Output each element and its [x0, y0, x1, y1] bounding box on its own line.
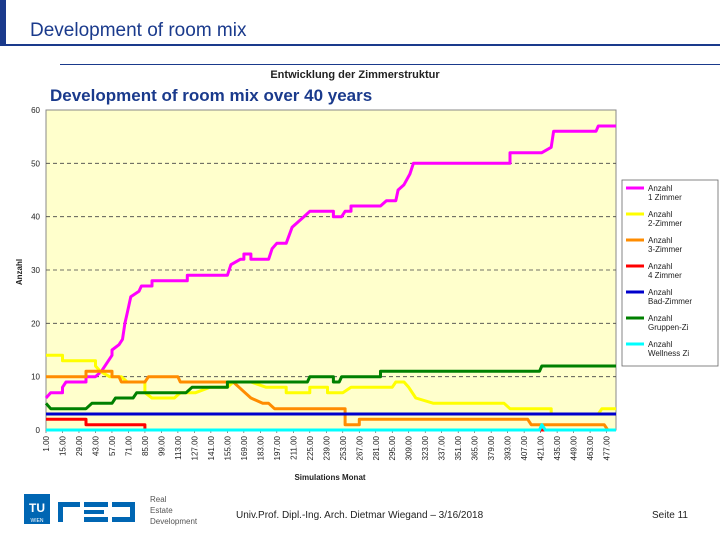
- svg-text:WIEN: WIEN: [30, 518, 43, 524]
- logo-line: Estate: [150, 506, 173, 515]
- logo-line: Real: [150, 495, 167, 504]
- legend-label: 3-Zimmer: [648, 245, 683, 254]
- x-axis-ticks: 1.00 15.00 29.00 43.00 57.00 71.00 85.00 99.00 1…: [42, 430, 612, 460]
- legend-label: Anzahl: [648, 340, 673, 349]
- footer-author: Univ.Prof. Dipl.-Ing. Arch. Dietmar Wieg…: [236, 510, 484, 521]
- x-tick-label: 463.00: [586, 435, 595, 460]
- y-axis-ticks: 0 10 20 30 40 50 60: [31, 106, 40, 435]
- x-tick-label: 113.00: [174, 435, 183, 459]
- chart-title: Entwicklung der Zimmerstruktur: [270, 69, 440, 81]
- x-tick-label: 309.00: [405, 435, 414, 460]
- x-tick-label: 197.00: [273, 435, 282, 460]
- x-tick-label: 225.00: [306, 435, 315, 460]
- x-axis-label: Simulations Monat: [294, 473, 365, 482]
- x-tick-label: 477.00: [603, 435, 612, 460]
- x-tick-label: 71.00: [124, 435, 133, 456]
- x-tick-label: 323.00: [421, 435, 430, 460]
- legend-label: Anzahl: [648, 288, 673, 297]
- legend-label: 1 Zimmer: [648, 193, 682, 202]
- x-tick-label: 267.00: [355, 435, 364, 460]
- x-tick-label: 127.00: [190, 435, 199, 460]
- legend-label: Anzahl: [648, 236, 673, 245]
- y-tick-label: 40: [31, 213, 40, 222]
- x-tick-label: 15.00: [58, 435, 67, 456]
- x-tick-label: 295.00: [388, 435, 397, 460]
- x-tick-label: 435.00: [553, 435, 562, 460]
- x-tick-label: 1.00: [42, 435, 51, 451]
- y-tick-label: 50: [31, 159, 40, 168]
- y-tick-label: 10: [31, 373, 40, 382]
- series-lines: [44, 124, 616, 432]
- legend-label: 4 Zimmer: [648, 271, 682, 280]
- legend-label: Anzahl: [648, 184, 673, 193]
- footer-page-number: Seite 11: [652, 510, 688, 521]
- logo-line: Development: [150, 517, 198, 526]
- x-tick-label: 281.00: [372, 435, 381, 460]
- tu-wien-logo: TU WIEN: [24, 494, 135, 524]
- y-axis-label: Anzahl: [15, 259, 24, 285]
- x-tick-label: 253.00: [339, 435, 348, 460]
- y-tick-label: 30: [31, 266, 40, 275]
- x-tick-label: 85.00: [141, 435, 150, 456]
- legend-label: Gruppen-Zi: [648, 323, 689, 332]
- slide-title: Development of room mix: [30, 20, 247, 41]
- legend-box: [621, 179, 719, 367]
- x-tick-label: 379.00: [487, 435, 496, 460]
- x-tick-label: 351.00: [454, 435, 463, 460]
- series-line: [46, 369, 610, 431]
- x-tick-label: 141.00: [207, 435, 216, 460]
- x-tick-label: 169.00: [240, 435, 249, 460]
- x-tick-label: 407.00: [520, 435, 529, 460]
- x-tick-label: 393.00: [504, 435, 513, 460]
- x-tick-label: 449.00: [570, 435, 579, 460]
- logo-subtext: Real Estate Development: [150, 494, 197, 527]
- series-line: [44, 364, 616, 411]
- chart-subtitle: Development of room mix over 40 years: [50, 86, 373, 105]
- x-tick-label: 337.00: [438, 435, 447, 460]
- y-tick-label: 60: [31, 106, 40, 115]
- x-tick-label: 43.00: [91, 435, 100, 456]
- x-tick-label: 211.00: [289, 435, 298, 459]
- x-tick-label: 183.00: [256, 435, 265, 460]
- title-divider: [0, 44, 720, 46]
- legend-label: Anzahl: [648, 262, 673, 271]
- x-tick-label: 99.00: [157, 435, 166, 456]
- x-tick-label: 239.00: [322, 435, 331, 460]
- legend-label: Anzahl: [648, 314, 673, 323]
- svg-text:TU: TU: [29, 501, 45, 515]
- gridlines: [46, 162, 616, 378]
- series-line: [44, 124, 616, 399]
- legend-label: 2-Zimmer: [648, 219, 683, 228]
- legend-label: Anzahl: [648, 210, 673, 219]
- chart-top-divider: [60, 64, 720, 65]
- x-tick-label: 365.00: [471, 435, 480, 460]
- legend-label: Bad-Zimmer: [648, 297, 692, 306]
- x-tick-label: 421.00: [537, 435, 546, 460]
- x-tick-label: 57.00: [108, 435, 117, 456]
- x-tick-label: 155.00: [223, 435, 232, 460]
- y-tick-label: 0: [36, 426, 41, 435]
- legend-label: Wellness Zi: [648, 349, 689, 358]
- x-tick-label: 29.00: [75, 435, 84, 456]
- series-line: [46, 423, 616, 432]
- y-tick-label: 20: [31, 319, 40, 328]
- title-accent-bar: [0, 0, 6, 44]
